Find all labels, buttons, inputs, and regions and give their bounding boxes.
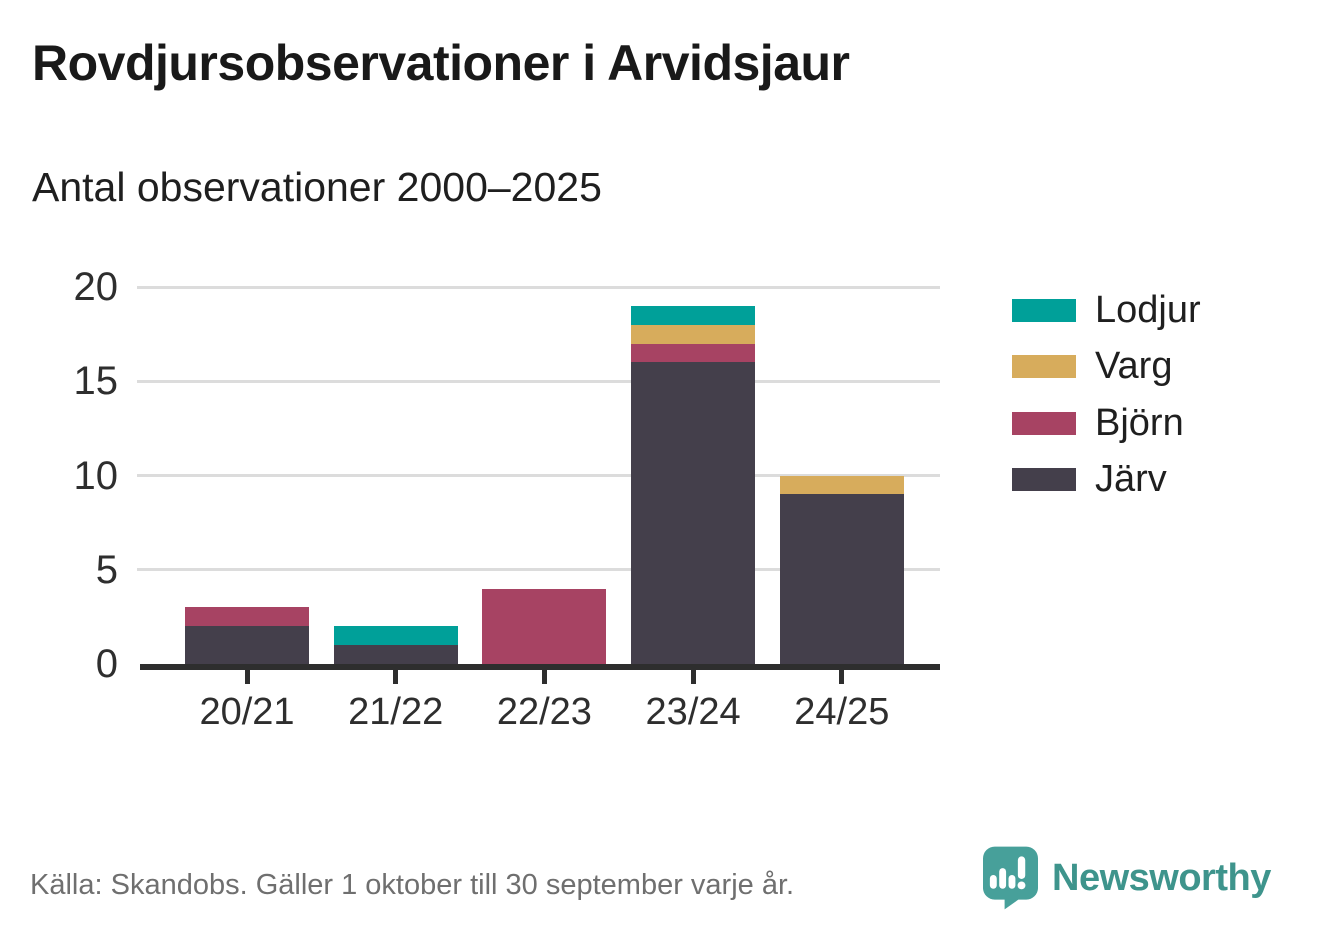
y-tick-label-15: 15 [73, 359, 119, 404]
bar-segment-järv-20-21 [185, 626, 309, 664]
legend-label-lodjur: Lodjur [1095, 288, 1201, 331]
legend-row-varg: Varg [1012, 345, 1172, 389]
x-tick-label-21-22: 21/22 [348, 691, 444, 733]
legend-row-björn: Björn [1012, 401, 1184, 445]
bar-segment-björn-20-21 [185, 607, 309, 627]
newsworthy-speech-bubble-icon [983, 846, 1038, 910]
x-axis-line [140, 664, 940, 670]
x-tick-20-21 [244, 670, 250, 684]
x-tick-21-22 [393, 670, 399, 684]
bar-segment-järv-24-25 [779, 494, 904, 664]
plot-area: 20/21 21/22 22/23 23/24 24/25 [137, 285, 940, 733]
y-tick-label-10: 10 [73, 453, 119, 498]
x-tick-label-20-21: 20/21 [199, 691, 295, 733]
x-tick-23-24 [690, 670, 696, 684]
bar-segment-björn-23-24 [631, 343, 756, 363]
bar-segment-varg-23-24 [631, 324, 756, 344]
bar-segment-järv-23-24 [631, 362, 756, 664]
bar-segment-järv-21-22 [333, 645, 458, 664]
legend-swatch-järv [1012, 468, 1076, 491]
bar-segment-lodjur-21-22 [333, 626, 458, 646]
gridline-20 [137, 285, 940, 289]
y-axis: 0 5 10 15 20 [34, 265, 119, 686]
y-tick-label-20: 20 [73, 265, 119, 309]
x-tick-label-22-23: 22/23 [496, 691, 592, 733]
chart-subtitle: Antal observationer 2000–2025 [32, 164, 602, 210]
legend-label-björn: Björn [1095, 401, 1184, 444]
gridline-5 [137, 568, 940, 572]
y-tick-label-0: 0 [95, 642, 118, 686]
legend-label-järv: Järv [1095, 458, 1167, 500]
x-tick-label-24-25: 24/25 [794, 691, 890, 733]
legend-row-lodjur: Lodjur [1012, 288, 1201, 332]
gridline-10 [137, 474, 940, 477]
legend-row-järv: Järv [1012, 458, 1167, 502]
newsworthy-logo: Newsworthy [983, 846, 1271, 910]
y-tick-label-5: 5 [95, 547, 118, 592]
gridline-15 [137, 379, 940, 383]
x-tick-24-25 [839, 670, 845, 684]
legend-swatch-lodjur [1012, 298, 1076, 322]
legend-label-varg: Varg [1095, 345, 1173, 387]
legend-swatch-björn [1012, 411, 1076, 435]
x-tick-22-23 [541, 670, 547, 684]
bar-segment-varg-24-25 [779, 475, 904, 495]
legend-swatch-varg [1012, 355, 1076, 378]
bar-segment-lodjur-23-24 [631, 305, 756, 325]
chart-title: Rovdjursobservationer i Arvidsjaur [32, 35, 850, 91]
bar-segment-björn-22-23 [482, 588, 607, 664]
x-tick-label-23-24: 23/24 [645, 691, 741, 733]
source-text: Källa: Skandobs. Gäller 1 oktober till 3… [30, 869, 795, 901]
newsworthy-wordmark: Newsworthy [1052, 856, 1271, 899]
